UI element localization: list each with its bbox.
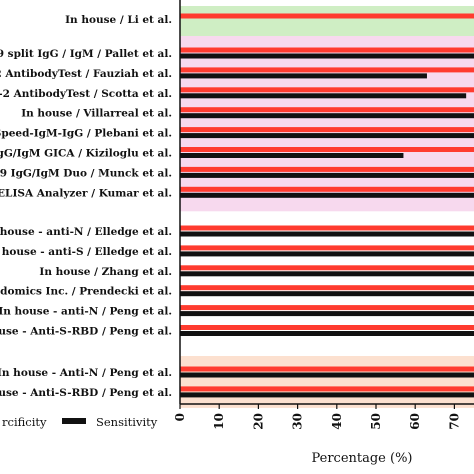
specificity-bar — [180, 366, 474, 372]
specificity-bar — [180, 386, 474, 392]
x-tick-label: 70 — [447, 413, 461, 430]
specificity-bar — [180, 225, 474, 231]
x-tick-label: 30 — [291, 413, 305, 430]
sensitivity-bar — [180, 372, 474, 378]
sensitivity-bar — [180, 133, 474, 139]
sensitivity-bar — [180, 53, 474, 59]
sensitivity-bar — [180, 231, 474, 237]
row-label: In house / Villarreal et al. — [21, 108, 172, 120]
sensitivity-bar — [180, 311, 474, 317]
x-tick-label: 10 — [212, 413, 226, 430]
specificity-bar — [180, 305, 474, 311]
group-band — [180, 36, 474, 212]
row-label: In house - anti-N / Elledge et al. — [0, 226, 172, 238]
specificity-bar — [180, 147, 474, 152]
x-tick-label: 60 — [408, 413, 422, 430]
specificity-bar — [180, 127, 474, 133]
sensitivity-bar — [180, 93, 467, 99]
legend-label-specificity: rcificity — [2, 415, 47, 429]
sensitivity-bar — [180, 73, 427, 79]
specificity-bar — [180, 245, 474, 251]
sensitivity-bar — [180, 392, 474, 398]
specificity-bar — [180, 325, 474, 330]
legend-label-sensitivity: Sensitivity — [96, 415, 158, 429]
specificity-bar — [180, 186, 474, 192]
sensitivity-bar — [180, 192, 474, 198]
sensitivity-bar — [180, 331, 474, 336]
specificity-bar — [180, 166, 474, 172]
specificity-bar — [180, 285, 474, 291]
x-tick-label: 0 — [173, 413, 187, 421]
specificity-bar — [180, 87, 474, 93]
group-band — [180, 356, 474, 408]
row-label: In house - Anti-N / Peng et al. — [0, 367, 172, 379]
row-label: al ELISA Analyzer / Kumar et al. — [0, 187, 172, 199]
sensitivity-bar — [180, 251, 474, 257]
specificity-bar — [180, 13, 474, 19]
sensitivity-bar — [180, 113, 474, 119]
sensitivity-bar — [180, 271, 474, 277]
row-label: omedomics Inc. / Prendecki et al. — [0, 286, 172, 298]
legend-swatch-sensitivity — [62, 418, 86, 424]
x-tick-label: 40 — [330, 413, 344, 430]
row-label: house - Anti-S-RBD / Peng et al. — [0, 326, 172, 338]
row-label: In house / Zhang et al. — [39, 266, 172, 278]
row-label: IgG/IgM GICA / Kiziloglu et al. — [0, 148, 172, 160]
x-axis-title: Percentage (%) — [311, 451, 412, 466]
sensitivity-bar — [180, 172, 474, 178]
row-label: In house - anti-S / Elledge et al. — [0, 246, 172, 258]
row-label: D-19 split IgG / IgM / Pallet et al. — [0, 48, 172, 60]
x-tick-label: 20 — [251, 413, 265, 430]
specificity-bar — [180, 265, 474, 271]
row-label: -19 IgG/IgM Duo / Munck et al. — [0, 167, 172, 179]
row-label: In house - anti-N / Peng et al. — [0, 306, 172, 318]
specificity-bar — [180, 107, 474, 113]
row-label: V-2 AntibodyTest / Fauziah et al. — [0, 68, 172, 80]
sensitivity-bar — [180, 153, 404, 158]
x-tick-label: 50 — [369, 413, 383, 430]
specificity-bar — [180, 47, 474, 53]
row-label: OSpeed-IgM-IgG / Plebani et al. — [0, 128, 172, 140]
row-label: oV-2 AntibodyTest / Scotta et al. — [0, 88, 172, 100]
sensitivity-bar — [180, 291, 474, 297]
specificity-bar — [180, 67, 474, 73]
row-label: In house / Li et al. — [65, 14, 172, 26]
